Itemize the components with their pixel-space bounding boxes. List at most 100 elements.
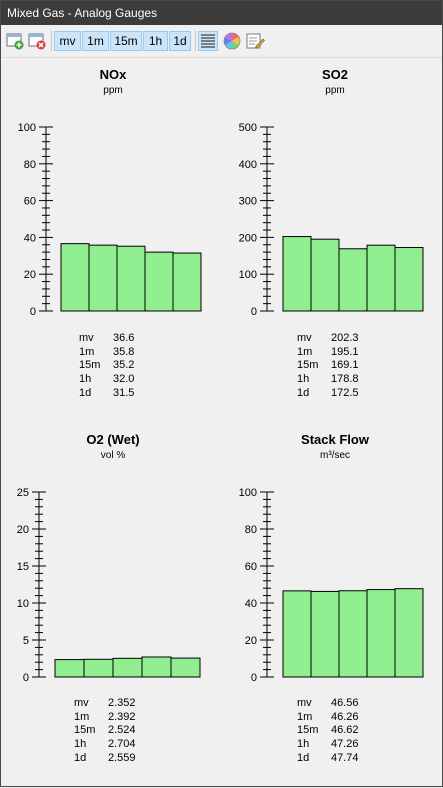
reading-label: 1h [297, 738, 310, 751]
reading-label: 1h [297, 373, 310, 386]
reading-row: 1h 32.0 [79, 373, 134, 387]
so2-tick-label: 100 [239, 269, 257, 281]
reading-value: 195.1 [331, 345, 359, 358]
reading-value: 46.26 [331, 710, 359, 723]
reading-row: 15m 46.62 [297, 724, 359, 738]
reading-row: mv 2.352 [74, 697, 136, 711]
so2-bar-1h [366, 244, 396, 312]
nox-bar-mv [60, 243, 90, 312]
interval-15m-button[interactable]: 15m [110, 31, 142, 51]
reading-value: 2.392 [108, 710, 136, 723]
nox-tick-label: 100 [18, 122, 36, 134]
so2-tick-label: 500 [239, 122, 257, 134]
so2-bar-1d [394, 247, 424, 312]
interval-mv-button[interactable]: mv [54, 31, 81, 51]
stack-flow-gauge-title: Stack Flow [301, 432, 369, 447]
reading-value: 47.26 [331, 738, 359, 751]
o2-wet-bar-1d [170, 657, 201, 678]
edit-note-icon[interactable] [245, 31, 265, 51]
interval-1d-button[interactable]: 1d [169, 31, 191, 51]
reading-value: 178.8 [331, 373, 359, 386]
remove-gauge-icon[interactable] [27, 31, 47, 51]
reading-label: mv [297, 697, 312, 709]
reading-value: 2.524 [108, 724, 136, 737]
stack-flow-tick-label: 20 [245, 635, 257, 647]
reading-label: 1h [74, 738, 87, 751]
o2-wet-tick-label: 25 [17, 487, 29, 499]
reading-row: 15m 35.2 [79, 359, 134, 373]
nox-bar-1h [144, 251, 174, 312]
reading-value: 2.704 [108, 738, 136, 751]
reading-value: 31.5 [113, 386, 135, 399]
nox-tick-label: 40 [24, 232, 36, 244]
reading-label: 1m [74, 710, 90, 723]
reading-value: 202.3 [331, 332, 359, 344]
reading-label: 15m [79, 359, 101, 372]
stack-flow-bar-mv [282, 590, 312, 678]
add-gauge-icon[interactable] [5, 31, 25, 51]
reading-row: 15m 169.1 [297, 359, 359, 373]
reading-row: 1d 172.5 [297, 387, 359, 401]
stack-flow-tick-label: 80 [245, 524, 257, 536]
reading-row: 15m 2.524 [74, 724, 136, 738]
so2-tick-label: 0 [251, 306, 257, 318]
interval-1h-button[interactable]: 1h [143, 31, 168, 51]
color-wheel-icon[interactable] [222, 31, 242, 51]
reading-label: 1d [297, 386, 310, 399]
nox-bar-1d [172, 252, 202, 312]
stack-flow-bar-1d [394, 588, 424, 678]
reading-value: 2.352 [108, 697, 136, 709]
reading-label: 1h [79, 373, 92, 386]
reading-value: 32.0 [113, 373, 135, 386]
reading-label: mv [79, 332, 94, 344]
reading-label: 1d [297, 751, 310, 764]
reading-value: 47.74 [331, 751, 359, 764]
reading-row: 1d 47.74 [297, 752, 359, 766]
o2-wet-gauge-unit: vol % [100, 450, 126, 461]
so2-gauge-title: SO2 [321, 67, 348, 82]
nox-gauge-unit: ppm [103, 85, 123, 96]
stack-flow-bar-15m [338, 590, 368, 678]
reading-label: mv [297, 332, 312, 344]
interval-1m-button[interactable]: 1m [82, 31, 109, 51]
nox-tick-label: 20 [24, 269, 36, 281]
o2-wet-tick-label: 10 [17, 598, 29, 610]
nox-readings: mv 36.6 1m 35.8 15m 35.2 1h 32.0 1d 31.5 [79, 332, 134, 400]
reading-label: mv [74, 697, 89, 709]
stack-flow-tick-label: 60 [245, 561, 257, 573]
stack-flow-bar-1h [366, 589, 396, 678]
list-view-icon[interactable] [198, 31, 218, 51]
reading-value: 46.62 [331, 724, 359, 737]
reading-label: 15m [297, 724, 319, 737]
reading-value: 172.5 [331, 386, 359, 399]
reading-value: 35.8 [113, 345, 135, 358]
reading-value: 36.6 [113, 332, 135, 344]
nox-bar-15m [116, 245, 146, 312]
reading-row: 1d 2.559 [74, 752, 136, 766]
o2-wet-readings: mv 2.352 1m 2.392 15m 2.524 1h 2.704 1d 2.559 [74, 697, 136, 765]
reading-row: 1m 195.1 [297, 346, 359, 360]
stack-flow-bar-1m [310, 590, 340, 678]
reading-row: 1m 46.26 [297, 711, 359, 725]
so2-tick-label: 300 [239, 196, 257, 208]
nox-bar-1m [88, 244, 118, 312]
so2-tick-label: 200 [239, 232, 257, 244]
reading-value: 35.2 [113, 359, 135, 372]
reading-label: 1m [79, 345, 95, 358]
stack-flow-tick-label: 100 [239, 487, 257, 499]
reading-row: 1h 47.26 [297, 738, 359, 752]
nox-tick-label: 60 [24, 196, 36, 208]
so2-gauge-unit: ppm [325, 85, 345, 96]
nox-tick-label: 80 [24, 159, 36, 171]
toolbar-separator [51, 31, 52, 51]
reading-row: 1h 178.8 [297, 373, 359, 387]
stack-flow-readings: mv 46.56 1m 46.26 15m 46.62 1h 47.26 1d 47.74 [297, 697, 359, 765]
toolbar-separator [195, 31, 196, 51]
reading-value: 2.559 [108, 751, 136, 764]
o2-wet-tick-label: 20 [17, 524, 29, 536]
o2-wet-tick-label: 0 [23, 672, 29, 684]
reading-row: 1m 2.392 [74, 711, 136, 725]
